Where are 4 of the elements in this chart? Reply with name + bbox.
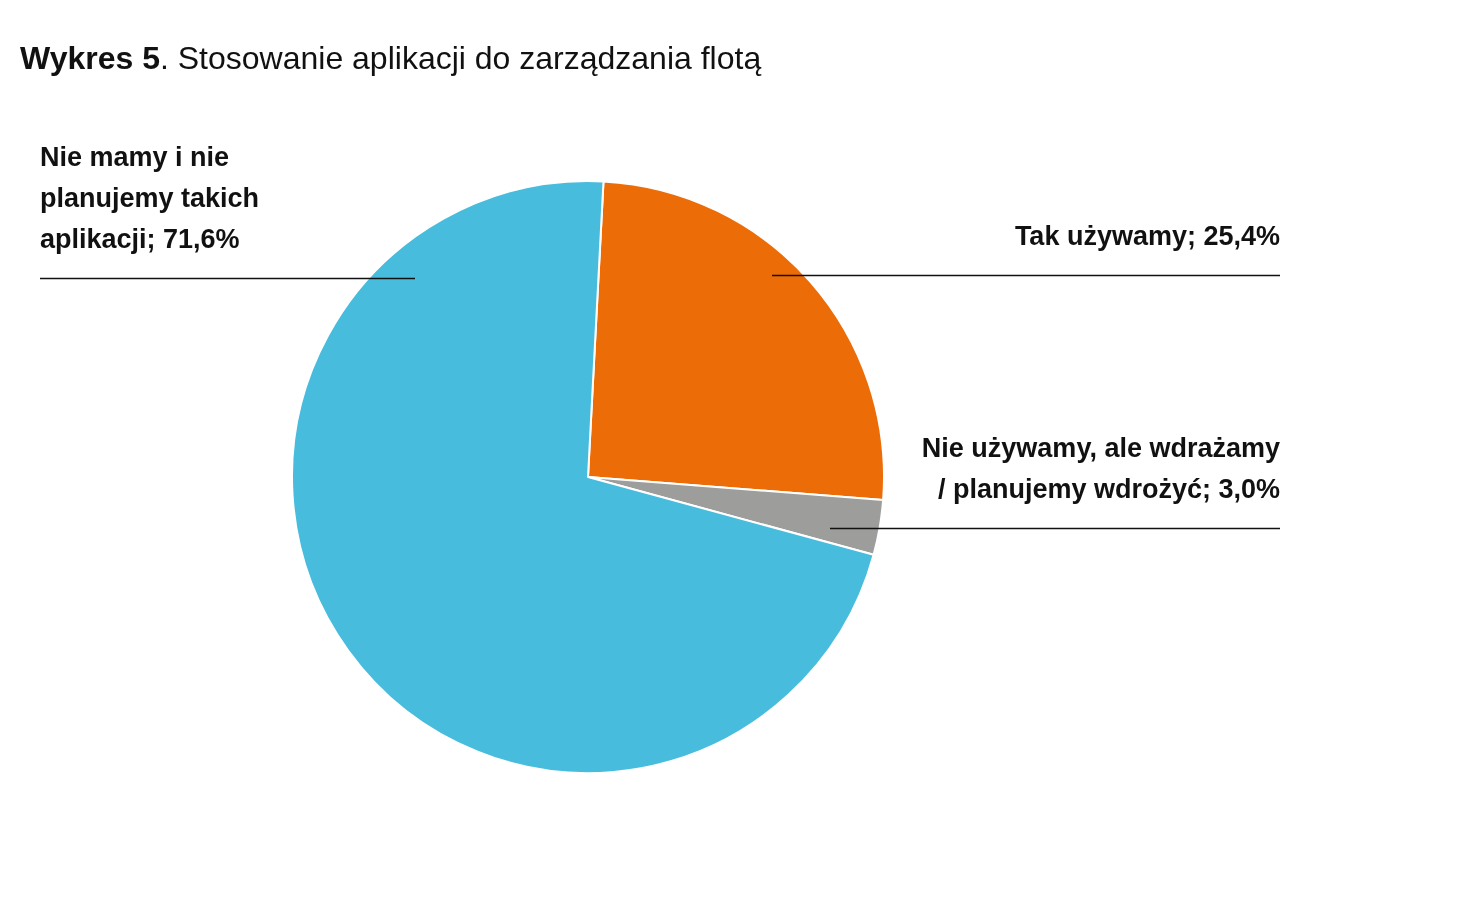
chart-title: Wykres 5. Stosowanie aplikacji do zarządzania flotą — [20, 40, 762, 77]
slice-label: Tak używamy; 25,4% — [1014, 221, 1280, 251]
slice-label: Nie mamy i nie planujemy takich aplikacji; 71,6% — [40, 142, 260, 254]
slice-label: Nie używamy, ale wdrażamy / planujemy wdrożyć; 3,0% — [921, 433, 1280, 504]
